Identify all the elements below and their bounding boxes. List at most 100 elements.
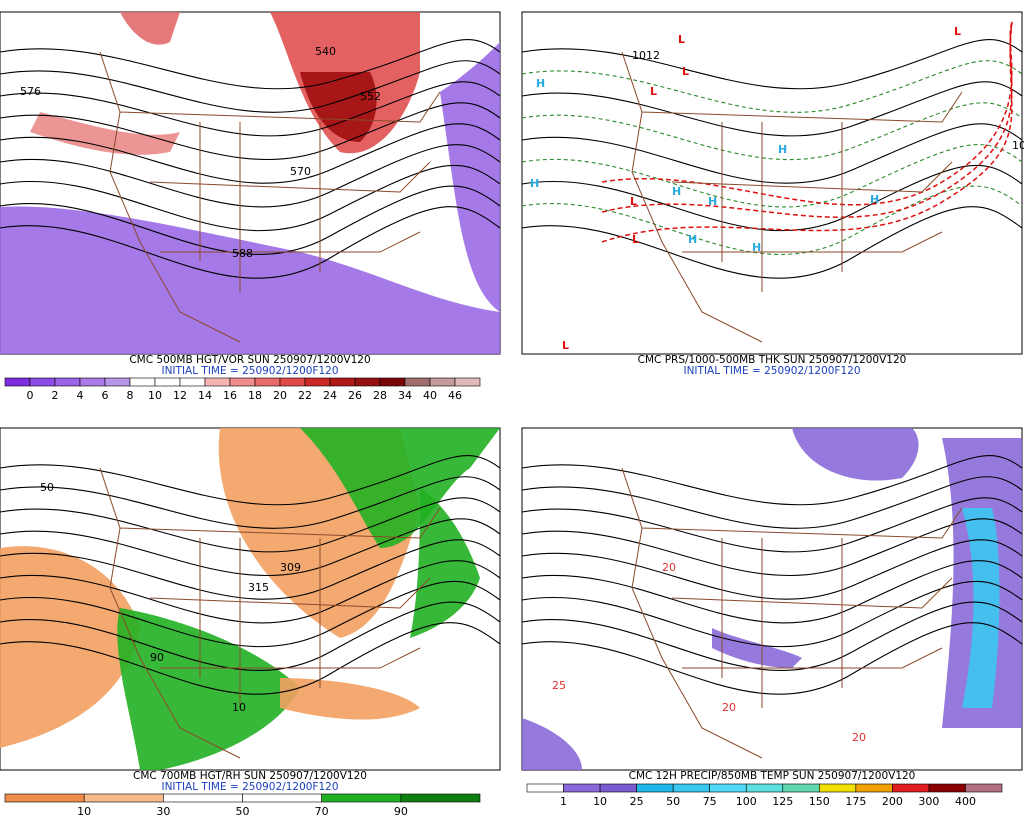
- shaded-region: [792, 428, 919, 481]
- map-label: H: [752, 241, 761, 254]
- map-label: L: [632, 233, 639, 246]
- borders: [99, 467, 441, 759]
- colorbar-label: 30: [156, 805, 170, 818]
- colorbar-box: [526, 783, 564, 793]
- map-label: 90: [150, 651, 164, 664]
- colorbar-box: [29, 377, 56, 387]
- map-label: L: [562, 339, 569, 352]
- colorbar-label: 46: [448, 389, 462, 402]
- contour: [0, 81, 501, 137]
- colorbar-label: 100: [736, 795, 757, 808]
- map-layers: [521, 21, 1023, 343]
- contour: [521, 497, 1023, 553]
- colorbar-label: 6: [102, 389, 109, 402]
- colorbar-box: [54, 377, 81, 387]
- map-label: H: [778, 143, 787, 156]
- map-label: 552: [360, 90, 381, 103]
- colorbar-label: 50: [666, 795, 680, 808]
- map-label: 20: [722, 701, 736, 714]
- contour: [521, 185, 1023, 255]
- caption-time: INITIAL TIME = 250902/1200F120: [683, 365, 860, 377]
- colorbar-label: 50: [236, 805, 250, 818]
- colorbar-box: [965, 783, 1003, 793]
- map-label: 309: [280, 561, 301, 574]
- colorbar-box: [429, 377, 456, 387]
- colorbar-box: [83, 793, 164, 803]
- caption: CMC 500MB HGT/VOR SUN 250907/1200V120: [129, 354, 370, 366]
- colorbar-box: [819, 783, 857, 793]
- colorbar-label: 200: [882, 795, 903, 808]
- map-label: H: [530, 177, 539, 190]
- colorbar-label: 4: [77, 389, 84, 402]
- colorbar-label: 400: [955, 795, 976, 808]
- contour: [521, 560, 1023, 624]
- caption-time: INITIAL TIME = 250902/1200F120: [161, 781, 338, 793]
- shaded-region: [440, 42, 500, 312]
- map-layers: [0, 428, 501, 770]
- colorbar-box: [855, 783, 893, 793]
- colorbar-label: 70: [315, 805, 329, 818]
- colorbar-label: 16: [223, 389, 237, 402]
- map-label: L: [678, 33, 685, 46]
- shaded-region: [0, 546, 140, 748]
- map-panel: H H H H H H H H L L L L L L L 1012 1020 CMC PRS/1000-500M…: [521, 11, 1024, 377]
- borders: [621, 467, 963, 759]
- contour: [0, 144, 501, 208]
- colorbar-box: [79, 377, 106, 387]
- shaded-region: [120, 12, 180, 45]
- colorbar-label: 75: [703, 795, 717, 808]
- colorbar-box: [709, 783, 747, 793]
- caption: CMC 700MB HGT/RH SUN 250907/1200V120: [133, 770, 367, 782]
- colorbar-box: [599, 783, 637, 793]
- contour: [521, 39, 1023, 90]
- map-label: 570: [290, 165, 311, 178]
- colorbar-box: [354, 377, 381, 387]
- map-label: H: [870, 193, 879, 206]
- contour: [521, 123, 1023, 184]
- colorbar-box: [104, 377, 131, 387]
- colorbar-label: 1: [560, 795, 567, 808]
- map-label: 50: [40, 481, 54, 494]
- colorbar-box: [400, 793, 481, 803]
- colorbar-box: [163, 793, 243, 803]
- contour: [0, 580, 501, 648]
- colorbar-label: 300: [918, 795, 939, 808]
- colorbar-box: [636, 783, 674, 793]
- contour: [0, 560, 501, 624]
- colorbar-box: [304, 377, 331, 387]
- colorbar-box: [229, 377, 256, 387]
- colorbar-box: [279, 377, 306, 387]
- shaded-region: [30, 112, 180, 155]
- colorbar-label: 0: [27, 389, 34, 402]
- contour: [0, 497, 501, 553]
- colorbar-label: 8: [127, 389, 134, 402]
- contour: [0, 539, 501, 600]
- shaded-region: [962, 508, 1000, 708]
- contour: [0, 39, 501, 90]
- colorbar-label: 175: [845, 795, 866, 808]
- thickness-contour: [601, 21, 1013, 218]
- colorbar-label: 24: [323, 389, 337, 402]
- map-label: 20: [852, 731, 866, 744]
- map-label: L: [954, 25, 961, 38]
- colorbar-box: [782, 783, 820, 793]
- map-label: L: [630, 195, 637, 208]
- map-layers: [0, 12, 501, 354]
- colorbar-box: [454, 377, 481, 387]
- map-label: 10: [232, 701, 246, 714]
- contour: [0, 123, 501, 184]
- map-label: H: [708, 195, 717, 208]
- map-label: L: [682, 65, 689, 78]
- contour: [521, 60, 1023, 113]
- colorbar-box: [242, 793, 322, 803]
- contour: [0, 455, 501, 506]
- colorbar-box: [129, 377, 156, 387]
- contour: [0, 622, 501, 695]
- colorbar-box: [179, 377, 206, 387]
- contour: [521, 102, 1023, 161]
- colorbar-box: [4, 377, 31, 387]
- colorbar-box: [404, 377, 431, 387]
- colorbar-label: 26: [348, 389, 362, 402]
- contour: [0, 601, 501, 671]
